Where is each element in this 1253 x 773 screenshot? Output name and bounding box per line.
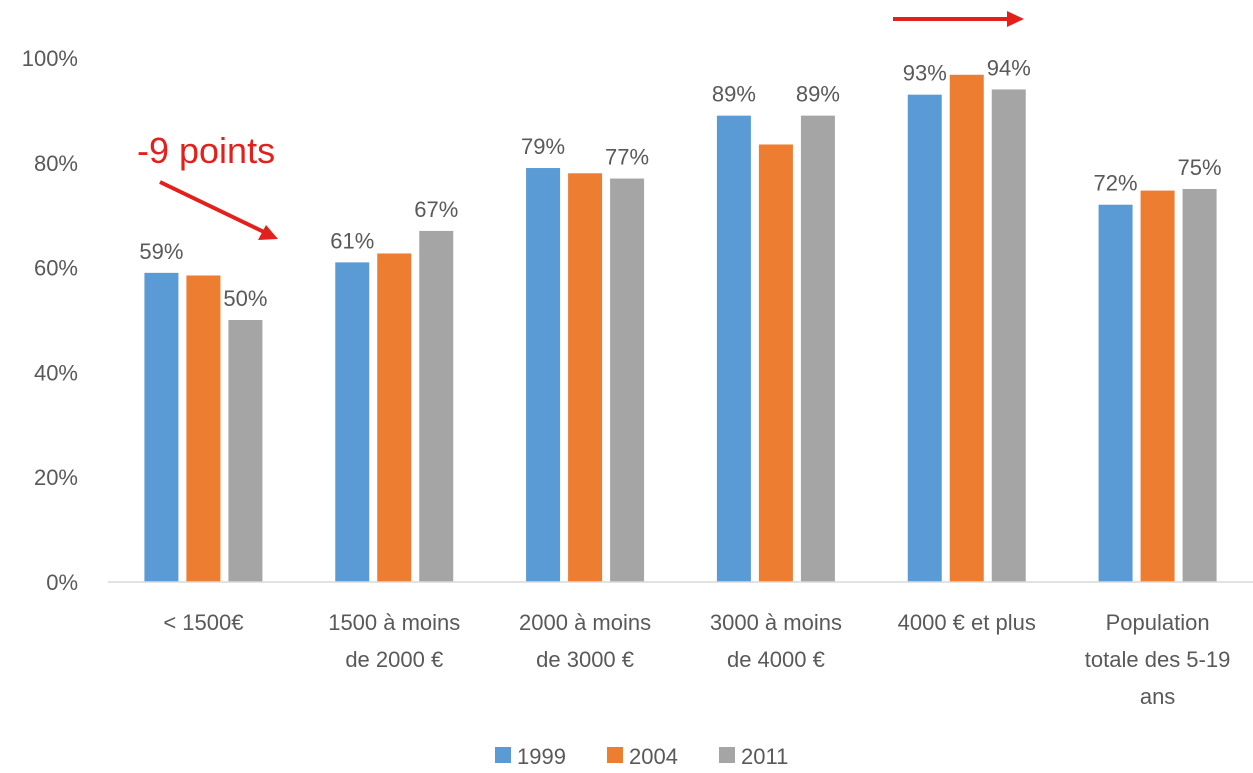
category-label: ans [1140,684,1175,709]
data-label: 75% [1178,155,1222,180]
bar-2004-1 [377,253,412,582]
data-label: 50% [223,286,267,311]
data-label: 61% [330,228,374,253]
annotations: -9 points [137,11,1024,240]
data-label: 72% [1094,171,1138,196]
y-axis: 0% 20% 40% 60% 80% 100% [22,46,78,595]
y-tick-label: 100% [22,46,78,71]
category-label: totale des 5-19 [1085,647,1231,672]
data-label: 89% [712,82,756,107]
arrow-right-icon [893,11,1024,27]
legend: 1999 2004 2011 [495,744,788,769]
bar-2011-5 [1182,189,1217,582]
bars [144,74,1217,583]
y-tick-label: 20% [34,465,78,490]
category-label: < 1500€ [163,610,243,635]
data-label: 93% [903,61,947,86]
bar-1999-1 [335,262,370,582]
category-label: Population [1106,610,1210,635]
y-tick-label: 0% [46,570,78,595]
bar-1999-5 [1098,204,1133,582]
bar-2011-3 [800,115,835,582]
category-label: de 4000 € [727,647,825,672]
category-label: 3000 à moins [710,610,842,635]
legend-swatch-2004 [607,747,623,763]
bar-2004-3 [758,144,793,582]
bar-2004-4 [949,74,984,582]
legend-label-2004: 2004 [629,744,678,769]
bar-1999-3 [716,115,751,582]
data-label: 59% [139,239,183,264]
bar-2011-4 [991,89,1026,582]
bar-1999-0 [144,272,179,582]
bar-2011-1 [419,230,454,583]
x-axis: < 1500€ 1500 à moins de 2000 € 2000 à moins… [108,581,1253,709]
data-label: 94% [987,55,1031,80]
legend-label-1999: 1999 [517,744,566,769]
category-label: 4000 € et plus [898,610,1036,635]
annotation-minus-9-points: -9 points [137,130,275,171]
data-label: 67% [414,197,458,222]
data-label: 79% [521,134,565,159]
category-label: de 3000 € [536,647,634,672]
data-label: 77% [605,145,649,170]
data-label: 89% [796,82,840,107]
y-tick-label: 60% [34,256,78,281]
y-tick-label: 40% [34,360,78,385]
legend-swatch-2011 [719,747,735,763]
bar-2004-5 [1140,190,1175,582]
data-labels: 59% 50% 61% 67% 79% 77% 89% 89% 93% 94% 72% 75% [139,55,1221,311]
legend-label-2011: 2011 [741,744,788,769]
category-label: 2000 à moins [519,610,651,635]
bar-2011-0 [228,320,263,582]
category-label: 1500 à moins [328,610,460,635]
legend-swatch-1999 [495,747,511,763]
bar-2004-0 [186,275,221,582]
bar-1999-4 [907,94,942,583]
bar-2011-2 [610,178,645,582]
bar-2004-2 [568,173,603,582]
category-label: de 2000 € [345,647,443,672]
y-tick-label: 80% [34,151,78,176]
arrow-diagonal-icon [159,180,278,240]
bar-1999-2 [526,168,561,583]
